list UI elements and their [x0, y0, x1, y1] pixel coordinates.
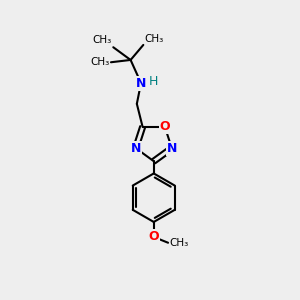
Text: O: O — [148, 230, 159, 244]
Text: N: N — [130, 142, 141, 154]
Text: H: H — [148, 75, 158, 88]
Text: CH₃: CH₃ — [93, 35, 112, 45]
Text: CH₃: CH₃ — [169, 238, 188, 248]
Text: N: N — [167, 142, 177, 154]
Text: CH₃: CH₃ — [145, 34, 164, 44]
Text: CH₃: CH₃ — [91, 57, 110, 67]
Text: O: O — [160, 120, 170, 134]
Text: N: N — [136, 76, 146, 89]
